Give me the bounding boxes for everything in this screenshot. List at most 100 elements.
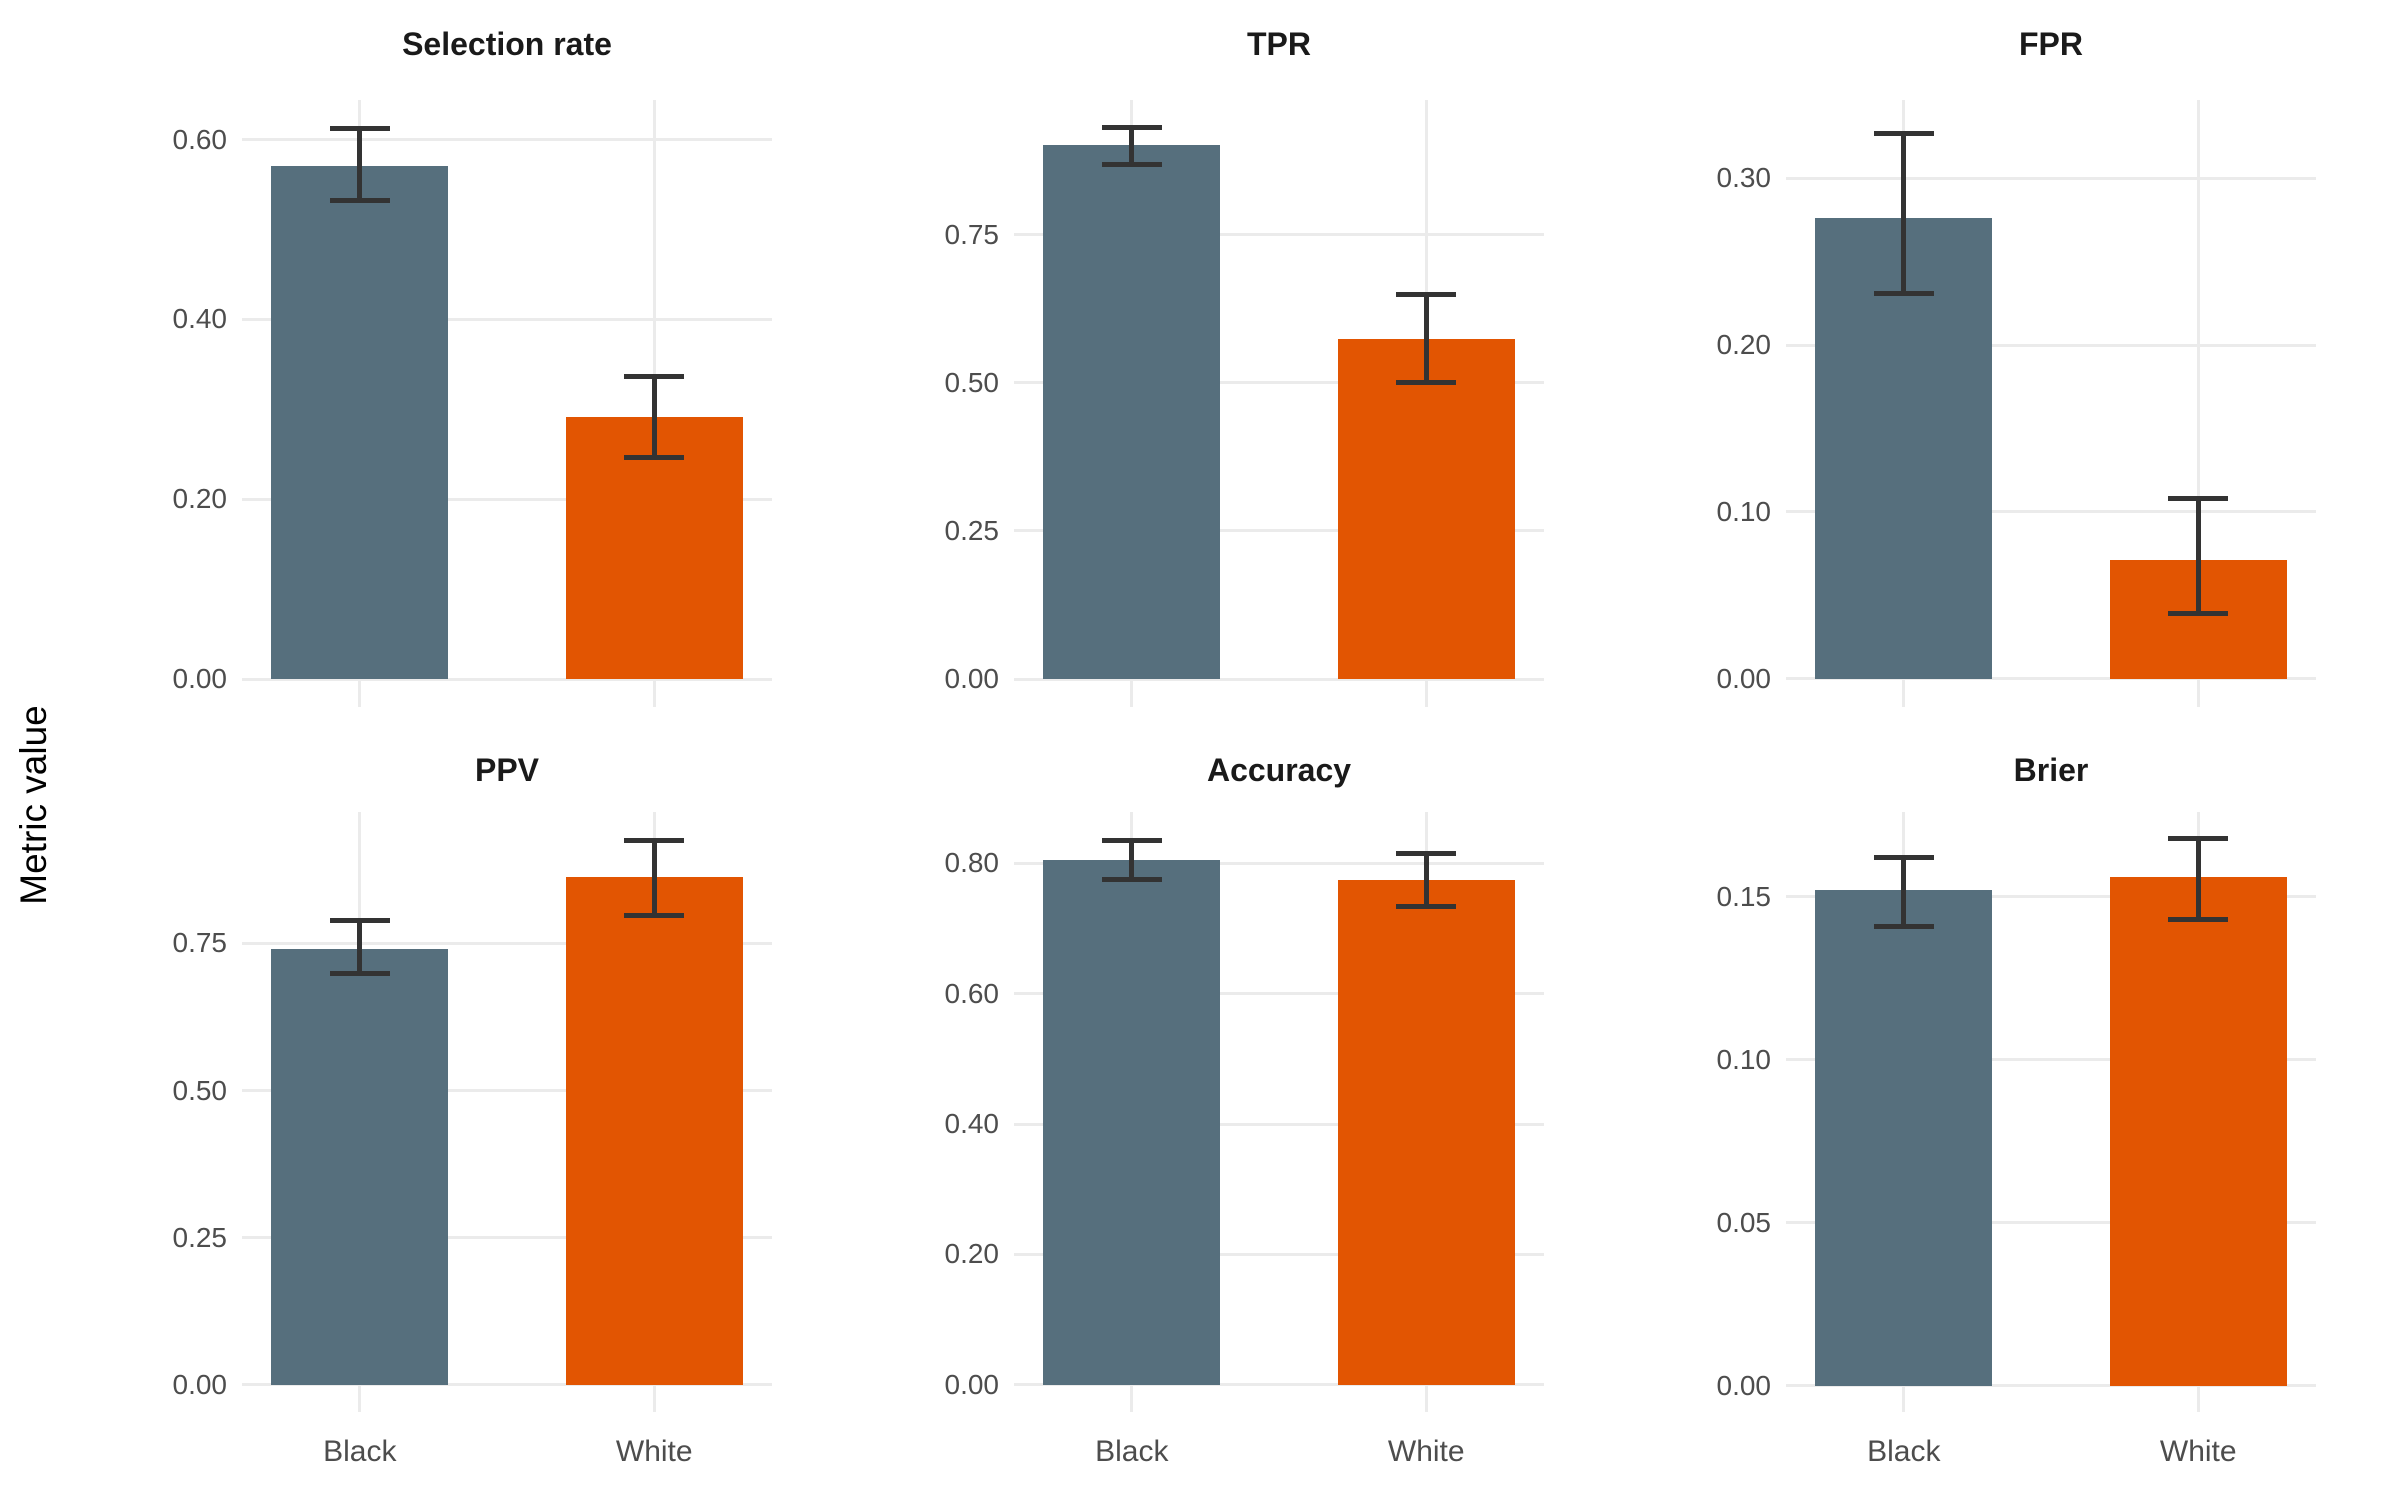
- bar-black: [271, 165, 449, 680]
- x-axis-label: White: [615, 1435, 693, 1468]
- x-axis-label: Black: [323, 1435, 397, 1468]
- gridline-y: [1786, 1384, 2316, 1388]
- plot-area: [1014, 100, 1544, 707]
- error-bar-stem: [357, 128, 363, 201]
- gridline-y: [242, 138, 772, 142]
- error-bar-cap: [329, 918, 390, 924]
- error-bar-stem: [2195, 498, 2201, 614]
- error-bar-stem: [651, 376, 657, 458]
- error-bar-cap: [1101, 125, 1162, 131]
- bar-white: [565, 417, 743, 680]
- error-bar-stem: [1901, 133, 1907, 294]
- gridline-y: [1014, 233, 1544, 237]
- y-tick-label: 0.40: [172, 303, 228, 335]
- error-bar-cap: [2168, 835, 2229, 841]
- y-tick-label: 0.15: [1716, 880, 1772, 912]
- plot-area: [242, 100, 772, 707]
- x-axis-label: Black: [1867, 1435, 1941, 1468]
- gridline-y: [1786, 1058, 2316, 1062]
- y-tick-label: 0.50: [944, 366, 1000, 398]
- bar-black: [1043, 145, 1221, 680]
- error-bar-cap: [624, 455, 685, 461]
- gridline-y: [242, 941, 772, 945]
- error-bar-cap: [1396, 380, 1457, 386]
- bar-white: [565, 877, 743, 1385]
- gridline-y: [1786, 1221, 2316, 1225]
- bar-black: [271, 948, 449, 1385]
- panel-title: TPR: [1247, 26, 1311, 62]
- error-bar-cap: [1396, 851, 1457, 857]
- gridline-y: [1786, 895, 2316, 899]
- error-bar-cap: [1873, 290, 1934, 296]
- error-bar-stem: [1423, 853, 1429, 907]
- panel-title: Selection rate: [402, 26, 612, 62]
- y-tick-label: 0.60: [944, 977, 1000, 1009]
- y-tick-label: 0.20: [1716, 329, 1772, 361]
- panel-title: Brier: [2013, 752, 2089, 788]
- error-bar-stem: [1129, 127, 1135, 165]
- gridline-y: [242, 497, 772, 501]
- bar-white: [1337, 339, 1515, 680]
- panel-title: FPR: [2019, 26, 2083, 62]
- error-bar-cap: [1101, 837, 1162, 843]
- error-bar-stem: [1129, 840, 1135, 880]
- error-bar-stem: [651, 840, 657, 916]
- gridline-y: [242, 1089, 772, 1092]
- bar-white: [2109, 877, 2287, 1386]
- y-tick-label: 0.00: [172, 663, 228, 695]
- gridline-y: [1014, 1122, 1544, 1126]
- y-tick-label: 0.75: [172, 927, 228, 959]
- error-bar-stem: [1423, 294, 1429, 383]
- error-bar-cap: [624, 374, 685, 380]
- gridline-y: [1014, 861, 1544, 865]
- y-tick-label: 0.00: [944, 1368, 1000, 1400]
- error-bar-cap: [1873, 855, 1934, 861]
- error-bar-cap: [1101, 161, 1162, 167]
- gridline-y: [1014, 1383, 1544, 1387]
- gridline-y: [1786, 176, 2316, 180]
- error-bar-cap: [2168, 496, 2229, 502]
- y-tick-label: 0.10: [1716, 1043, 1772, 1075]
- gridline-y: [1014, 529, 1544, 533]
- y-tick-label: 0.30: [1716, 162, 1772, 194]
- gridline-y: [242, 317, 772, 321]
- error-bar-cap: [329, 198, 390, 204]
- error-bar-cap: [2168, 611, 2229, 617]
- plot-area: [242, 812, 772, 1412]
- y-tick-label: 0.20: [944, 1238, 1000, 1270]
- error-bar-cap: [1873, 923, 1934, 929]
- gridline-x: [2196, 100, 2200, 707]
- y-tick-label: 0.20: [172, 483, 228, 515]
- y-tick-label: 0.00: [1716, 1369, 1772, 1401]
- x-axis-label: White: [2159, 1435, 2237, 1468]
- gridline-y: [1014, 992, 1544, 996]
- gridline-y: [1786, 343, 2316, 347]
- gridline-y: [242, 1236, 772, 1240]
- gridline-y: [1786, 510, 2316, 514]
- gridline-y: [1786, 677, 2316, 681]
- bar-black: [1815, 890, 1993, 1386]
- y-tick-label: 0.40: [944, 1108, 1000, 1140]
- x-axis-label: White: [1387, 1435, 1465, 1468]
- bar-black: [1043, 859, 1221, 1385]
- error-bar-cap: [1396, 903, 1457, 909]
- error-bar-stem: [357, 920, 363, 974]
- gridline-y: [1014, 381, 1544, 385]
- plot-area: [1786, 812, 2316, 1412]
- error-bar-cap: [624, 837, 685, 843]
- y-tick-label: 0.00: [172, 1368, 228, 1400]
- error-bar-cap: [329, 970, 390, 976]
- y-tick-label: 0.05: [1716, 1206, 1772, 1238]
- y-tick-label: 0.00: [944, 663, 1000, 695]
- y-tick-label: 0.50: [172, 1074, 228, 1106]
- panel-title: PPV: [474, 752, 540, 788]
- x-axis-label: Black: [1095, 1435, 1169, 1468]
- plot-area: [1014, 812, 1544, 1412]
- y-tick-label: 0.80: [944, 847, 1000, 879]
- error-bar-cap: [1873, 130, 1934, 136]
